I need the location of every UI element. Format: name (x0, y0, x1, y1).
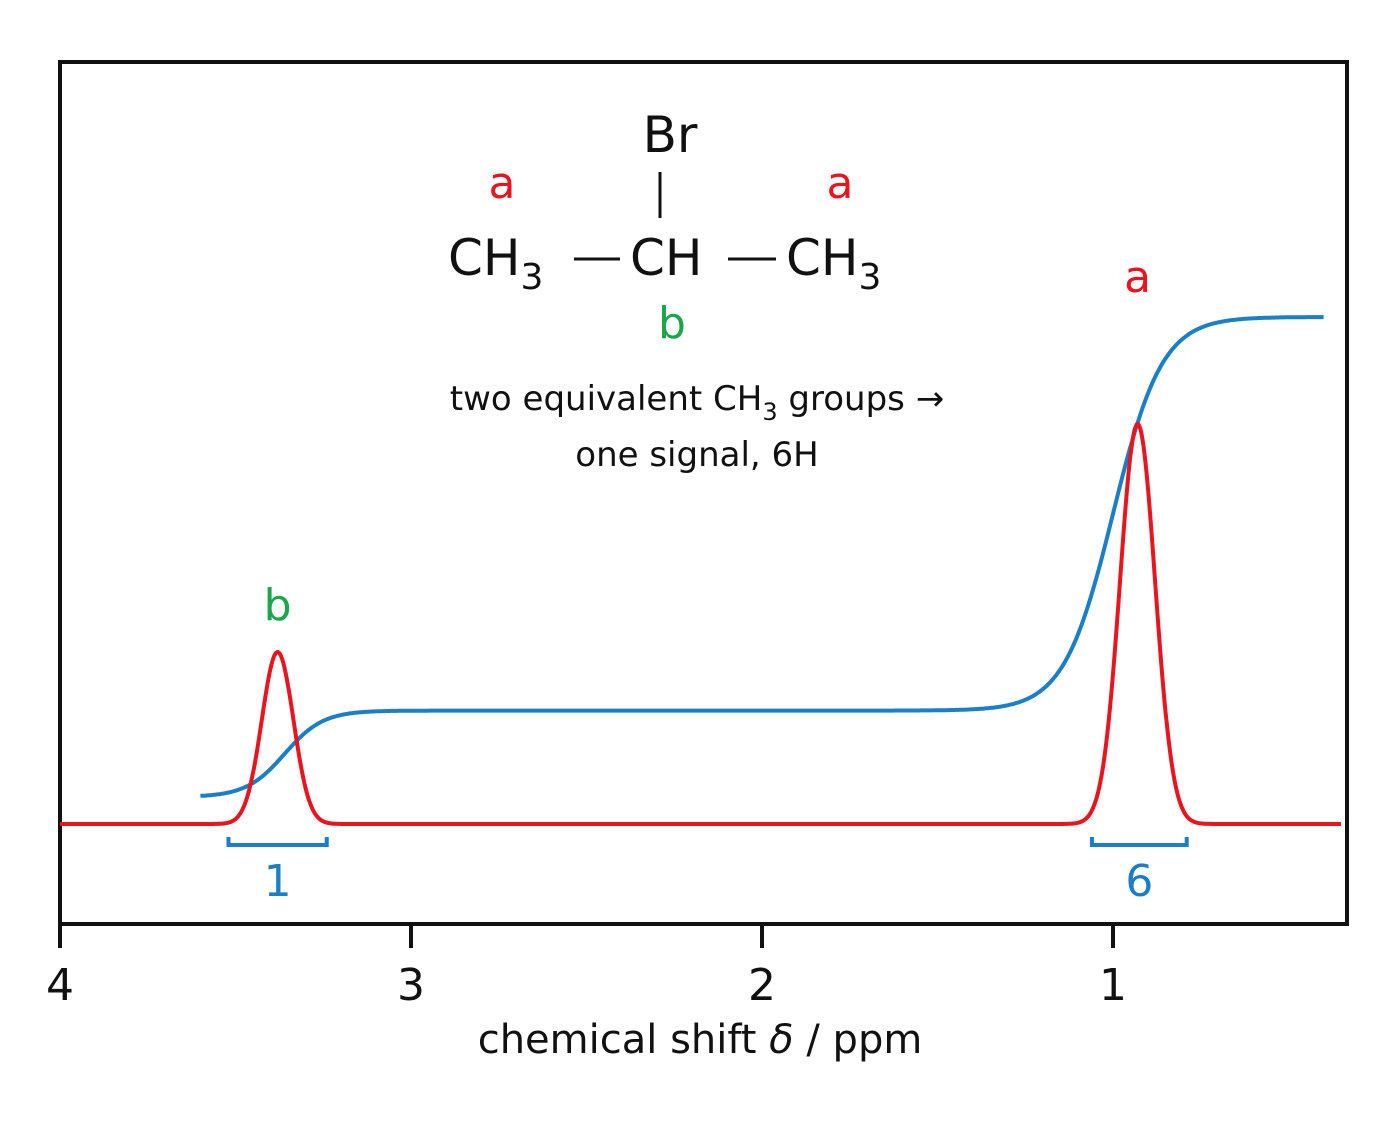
group-left-ch3: CH3 (448, 229, 543, 298)
x-axis-title-main: chemical shift (478, 1017, 769, 1063)
x-tick-label: 3 (397, 960, 425, 1011)
molecule-label-a-right: a (827, 158, 854, 209)
note-line-2: one signal, 6H (575, 435, 818, 475)
spectrum-curve (60, 421, 1342, 826)
peak-label-a: a (1124, 252, 1151, 303)
integral-label: 1 (264, 856, 292, 907)
x-axis-title: chemical shift δ / ppm (478, 1017, 923, 1063)
peak-label-b: b (264, 580, 292, 631)
x-axis-title-symbol: δ (769, 1017, 793, 1063)
integral-bracket (1089, 837, 1189, 847)
plot-frame (58, 60, 1349, 926)
x-tick-label: 2 (748, 960, 776, 1011)
group-center-ch: CH (630, 229, 703, 287)
integral-label: 6 (1125, 856, 1153, 907)
x-tick-label: 4 (46, 960, 74, 1011)
x-tick-label: 1 (1099, 960, 1127, 1011)
group-right-ch3: CH3 (786, 229, 881, 298)
molecule-label-b: b (658, 298, 686, 349)
peak-labels: ba (264, 252, 1151, 631)
molecule-label-a-left: a (489, 158, 516, 209)
x-axis-title-unit: / ppm (794, 1017, 923, 1063)
x-axis: 4 3 2 1 (46, 924, 1127, 1011)
substituent-br: Br (643, 106, 698, 164)
molecule-structure: Br CH3 CH CH3 a a b (448, 106, 881, 349)
note-line-1: two equivalent CH3 groups → (450, 379, 944, 426)
integral-bracket (226, 837, 329, 847)
